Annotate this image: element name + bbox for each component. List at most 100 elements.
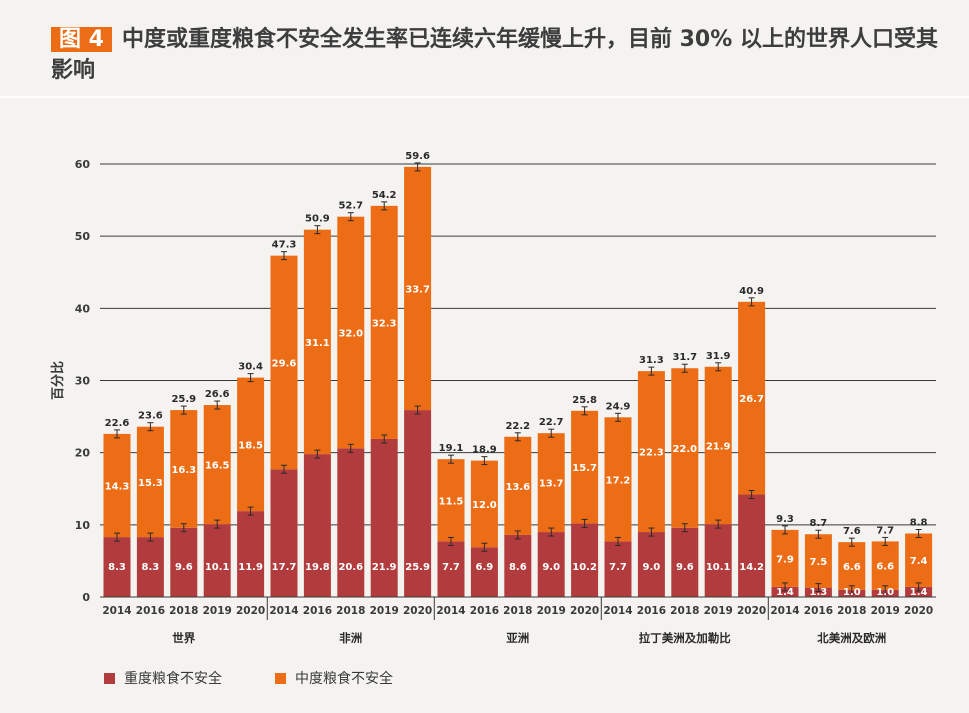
bar-segment-severe (804, 587, 832, 597)
severe-value-label: 9.0 (643, 562, 661, 573)
moderate-value-label: 6.6 (876, 562, 894, 573)
total-value-label: 7.7 (876, 525, 894, 536)
x-tick-label: 2019 (203, 605, 232, 617)
total-value-label: 9.3 (776, 514, 794, 525)
total-value-label: 40.9 (739, 286, 764, 297)
severe-value-label: 1.3 (810, 587, 828, 598)
total-value-label: 25.9 (171, 394, 196, 405)
bar-segment-severe (637, 532, 665, 597)
header-divider (0, 96, 969, 98)
bar-segment-moderate (771, 529, 799, 587)
severe-value-label: 9.0 (542, 562, 560, 573)
moderate-value-label: 22.0 (672, 444, 697, 455)
bar-segment-moderate (337, 216, 365, 449)
legend-swatch-moderate (275, 673, 286, 684)
total-value-label: 8.7 (810, 518, 828, 529)
moderate-value-label: 32.0 (338, 329, 363, 340)
total-value-label: 22.7 (539, 417, 564, 428)
total-value-label: 22.2 (505, 421, 530, 432)
severe-value-label: 11.9 (238, 562, 263, 573)
x-tick-label: 2016 (804, 605, 833, 617)
title-text: 中度或重度粮食不安全发生率已连续六年缓慢上升，目前 30% 以上的世界人口受其影… (51, 27, 938, 83)
moderate-value-label: 16.5 (205, 461, 230, 472)
bar-segment-moderate (571, 410, 599, 524)
x-tick-label: 2016 (637, 605, 666, 617)
severe-value-label: 19.8 (305, 562, 330, 573)
legend-item-severe: 重度粮食不安全 (104, 668, 222, 688)
x-tick-label: 2019 (871, 605, 900, 617)
y-tick-label: 40 (75, 302, 91, 315)
severe-value-label: 20.6 (338, 562, 363, 573)
moderate-value-label: 17.2 (606, 475, 631, 486)
total-value-label: 25.8 (572, 395, 597, 406)
x-tick-label: 2014 (436, 605, 465, 617)
severe-value-label: 1.0 (843, 587, 861, 598)
moderate-value-label: 7.5 (810, 557, 828, 568)
bar-segment-severe (337, 448, 365, 597)
bar-segment-severe (404, 410, 432, 597)
bar-segment-moderate (704, 366, 732, 525)
bar-segment-severe (537, 532, 565, 597)
total-value-label: 24.9 (606, 401, 631, 412)
chart-header: 图 4 中度或重度粮食不安全发生率已连续六年缓慢上升，目前 30% 以上的世界人口… (0, 0, 969, 97)
moderate-value-label: 26.7 (739, 394, 764, 405)
severe-value-label: 9.6 (175, 562, 193, 573)
total-value-label: 8.8 (910, 517, 928, 528)
legend-swatch-severe (104, 673, 115, 684)
bar-segment-moderate (871, 541, 899, 590)
group-label: 亚洲 (506, 631, 529, 645)
moderate-value-label: 15.7 (572, 463, 597, 474)
x-tick-label: 2020 (904, 605, 933, 617)
moderate-value-label: 29.6 (272, 358, 297, 369)
bar-segment-severe (370, 438, 398, 597)
bar-segment-moderate (905, 533, 933, 587)
bar-segment-moderate (437, 459, 465, 542)
x-tick-label: 2016 (136, 605, 165, 617)
bar-segment-moderate (804, 534, 832, 588)
bar-segment-moderate (203, 405, 231, 525)
x-tick-label: 2018 (336, 605, 365, 617)
bar-segment-severe (738, 494, 766, 597)
x-tick-label: 2016 (303, 605, 332, 617)
total-value-label: 22.6 (105, 418, 130, 429)
moderate-value-label: 31.1 (305, 338, 330, 349)
bar-segment-moderate (370, 205, 398, 439)
severe-value-label: 6.9 (476, 562, 494, 573)
x-tick-label: 2018 (670, 605, 699, 617)
bar-segment-severe (704, 524, 732, 597)
bar-segment-severe (303, 454, 331, 597)
moderate-value-label: 21.9 (706, 441, 731, 452)
bar-segment-severe (571, 523, 599, 597)
bar-segment-moderate (270, 255, 298, 470)
moderate-value-label: 7.4 (910, 556, 928, 567)
moderate-value-label: 18.5 (238, 440, 263, 451)
severe-value-label: 1.4 (776, 587, 794, 598)
severe-value-label: 7.7 (609, 562, 627, 573)
y-tick-label: 10 (75, 519, 91, 532)
bar-segment-moderate (738, 301, 766, 495)
x-tick-label: 2018 (837, 605, 866, 617)
group-label: 拉丁美洲及加勒比 (639, 631, 731, 645)
severe-value-label: 21.9 (372, 562, 397, 573)
x-tick-label: 2020 (570, 605, 599, 617)
total-value-label: 7.6 (843, 526, 861, 537)
total-value-label: 54.2 (372, 190, 397, 201)
moderate-value-label: 16.3 (171, 465, 196, 476)
bar-segment-moderate (404, 166, 432, 411)
bar-segment-moderate (604, 417, 632, 542)
x-tick-label: 2019 (537, 605, 566, 617)
bar-segment-moderate (470, 460, 498, 548)
total-value-label: 31.7 (672, 352, 697, 363)
x-tick-label: 2014 (770, 605, 799, 617)
moderate-value-label: 32.3 (372, 318, 397, 329)
moderate-value-label: 33.7 (405, 284, 430, 295)
bar-segment-moderate (838, 542, 866, 590)
bar-segment-severe (771, 586, 799, 597)
bar-segment-severe (103, 537, 131, 597)
x-tick-label: 2016 (470, 605, 499, 617)
severe-value-label: 1.0 (876, 587, 894, 598)
total-value-label: 50.9 (305, 214, 330, 225)
severe-value-label: 10.1 (706, 562, 731, 573)
total-value-label: 30.4 (238, 362, 263, 373)
total-value-label: 59.6 (405, 151, 430, 162)
